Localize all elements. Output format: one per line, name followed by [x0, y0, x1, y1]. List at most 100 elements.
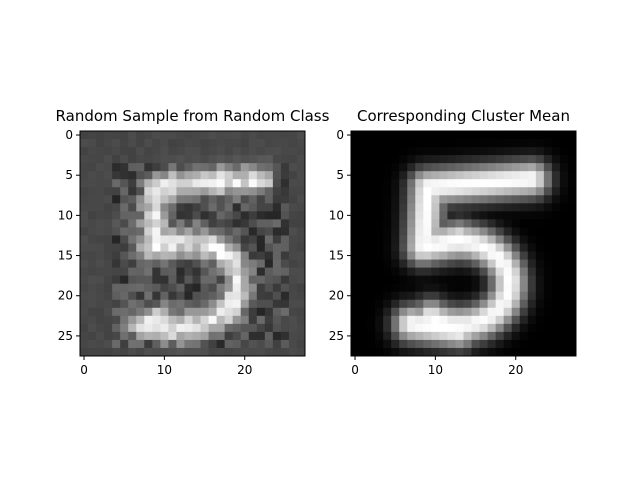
pixel-cell [511, 339, 521, 349]
pixel-cell [224, 163, 234, 172]
pixel-cell [248, 211, 258, 220]
pixel-cell [176, 315, 185, 325]
pixel-cell [495, 203, 505, 212]
pixel-cell [383, 187, 392, 196]
pixel-cell [232, 323, 242, 333]
pixel-cell [88, 267, 97, 277]
pixel-cell [136, 163, 145, 172]
pixel-cell [184, 219, 193, 228]
pixel-cell [511, 131, 521, 140]
pixel-cell [120, 299, 129, 309]
pixel-cell [359, 307, 368, 317]
pixel-cell [463, 203, 473, 212]
pixel-cell [184, 291, 193, 301]
pixel-cell [168, 131, 177, 140]
pixel-cell [224, 259, 234, 269]
pixel-cell [519, 251, 529, 261]
pixel-cell [272, 267, 282, 277]
pixel-cell [375, 227, 384, 236]
pixel-cell [144, 307, 153, 317]
pixel-cell [399, 307, 408, 317]
pixel-cell [511, 195, 521, 204]
pixel-cell [216, 203, 226, 212]
pixel-cell [559, 147, 569, 156]
pixel-cell [487, 347, 497, 357]
pixel-cell [224, 147, 234, 156]
pixel-cell [160, 171, 169, 180]
pixel-cell [232, 243, 242, 253]
pixel-cell [535, 163, 545, 172]
pixel-cell [208, 187, 218, 196]
pixel-cell [543, 195, 553, 204]
pixel-cell [152, 131, 161, 140]
pixel-cell [136, 339, 145, 349]
pixel-cell [280, 147, 290, 156]
pixel-cell [535, 259, 545, 269]
pixel-cell [144, 187, 153, 196]
pixel-cell [184, 139, 193, 148]
pixel-cell [184, 131, 193, 140]
pixel-cell [80, 315, 89, 325]
pixel-cell [152, 243, 161, 253]
pixel-cell [184, 283, 193, 293]
pixel-cell [399, 283, 408, 293]
y-tick-label: 25 [58, 329, 73, 343]
pixel-cell [264, 243, 274, 253]
pixel-cell [176, 131, 185, 140]
pixel-cell [88, 331, 97, 341]
pixel-cell [168, 307, 177, 317]
pixel-cell [192, 131, 202, 140]
pixel-cell [280, 155, 290, 164]
pixel-cell [423, 243, 432, 253]
pixel-cell [463, 147, 473, 156]
pixel-cell [152, 171, 161, 180]
pixel-cell [208, 219, 218, 228]
pixel-cell [407, 331, 416, 341]
pixel-cell [447, 171, 456, 180]
pixel-cell [296, 219, 306, 228]
pixel-cell [224, 211, 234, 220]
pixel-cell [535, 307, 545, 317]
pixel-cell [439, 147, 448, 156]
pixel-cell [272, 331, 282, 341]
pixel-cell [168, 339, 177, 349]
pixel-cell [256, 155, 266, 164]
pixel-cell [535, 243, 545, 253]
pixel-cell [407, 291, 416, 301]
pixel-cell [232, 339, 242, 349]
pixel-cell [136, 259, 145, 269]
pixel-cell [104, 315, 113, 325]
pixel-cell [112, 283, 121, 293]
pixel-cell [248, 171, 258, 180]
pixel-cell [128, 243, 137, 253]
pixel-cell [120, 347, 129, 357]
pixel-cell [248, 219, 258, 228]
pixel-cell [272, 147, 282, 156]
pixel-cell [112, 219, 121, 228]
pixel-cell [495, 267, 505, 277]
pixel-cell [128, 187, 137, 196]
pixel-cell [471, 203, 481, 212]
pixel-cell [96, 339, 105, 349]
pixel-cell [296, 267, 306, 277]
pixel-cell [248, 139, 258, 148]
pixel-cell [176, 187, 185, 196]
pixel-cell [256, 131, 266, 140]
pixel-cell [415, 283, 424, 293]
pixel-cell [256, 251, 266, 261]
pixel-cell [200, 163, 210, 172]
pixel-cell [447, 155, 456, 164]
pixel-cell [367, 219, 376, 228]
pixel-cell [184, 275, 193, 285]
pixel-cell [535, 227, 545, 236]
pixel-cell [240, 203, 250, 212]
pixel-cell [375, 307, 384, 317]
pixel-cell [96, 219, 105, 228]
pixel-cell [96, 323, 105, 333]
pixel-cell [567, 243, 577, 253]
pixel-cell [375, 315, 384, 325]
pixel-cell [208, 339, 218, 349]
pixel-cell [487, 315, 497, 325]
pixel-cell [431, 283, 440, 293]
pixel-cell [551, 347, 561, 357]
